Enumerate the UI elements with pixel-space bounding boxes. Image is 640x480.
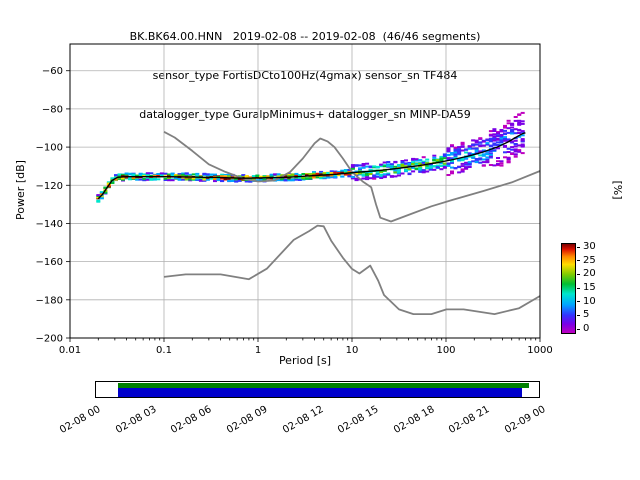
svg-text:−100: −100	[36, 143, 63, 154]
svg-text:−60: −60	[42, 66, 63, 77]
psd-mode	[97, 132, 526, 200]
svg-text:−180: −180	[36, 295, 63, 306]
colorbar-tick	[577, 260, 580, 262]
timeline-blue-bar	[117, 388, 522, 397]
noise-model-high	[163, 131, 541, 223]
svg-text:10: 10	[346, 345, 359, 356]
timeline-coverage-bar	[95, 381, 540, 398]
axis-ticks	[66, 70, 541, 342]
axis-tick-labels: 0.01 0.1 1 10 100 1000 −200 −180 −160 −140 −120 −10…	[36, 66, 553, 356]
y-axis-label: Power [dB]	[14, 160, 27, 220]
colorbar-tick-label: 30	[583, 241, 596, 252]
colorbar-tick-label: 0	[583, 323, 590, 334]
svg-text:−120: −120	[36, 181, 63, 192]
colorbar-tick	[577, 287, 580, 289]
title-line-3: datalogger_type GuralpMinimus+ datalogge…	[139, 108, 471, 121]
svg-text:−200: −200	[36, 334, 63, 345]
svg-text:0.01: 0.01	[59, 345, 81, 356]
title-line-1: BK.BK64.00.HNN 2019-02-08 -- 2019-02-08 …	[129, 30, 481, 43]
colorbar-tick-label: 20	[583, 268, 596, 280]
colorbar-tick	[577, 314, 580, 316]
figure-title: BK.BK64.00.HNN 2019-02-08 -- 2019-02-08 …	[35, 4, 575, 147]
svg-text:1: 1	[255, 345, 261, 356]
noise-model-low	[163, 224, 541, 316]
timeline-green-bar	[117, 383, 529, 388]
title-line-2: sensor_type FortisDCto100Hz(4gmax) senso…	[152, 69, 458, 82]
colorbar-tick-label: 5	[583, 309, 590, 321]
colorbar-tick	[577, 273, 580, 275]
svg-text:0.1: 0.1	[156, 345, 172, 356]
colorbar-gradient	[561, 243, 576, 334]
grid-lines	[69, 44, 541, 339]
svg-text:−80: −80	[42, 104, 63, 115]
x-axis-label: Period [s]	[278, 354, 332, 367]
colorbar-tick-label: 15	[583, 282, 596, 293]
colorbar-tick	[577, 301, 580, 303]
svg-text:100: 100	[436, 345, 455, 356]
svg-text:−140: −140	[36, 219, 63, 230]
svg-text:−160: −160	[36, 257, 63, 268]
colorbar-tick	[577, 328, 580, 330]
plot-border	[69, 43, 541, 339]
percent-axis-label: [%]	[611, 180, 624, 200]
colorbar-tick-label: 25	[583, 254, 596, 266]
svg-text:1000: 1000	[527, 345, 552, 356]
colorbar-ticks: 0 5 10 15 20 25 30	[577, 241, 607, 334]
colorbar-tick-label: 10	[583, 295, 596, 307]
colorbar-tick	[577, 246, 580, 248]
